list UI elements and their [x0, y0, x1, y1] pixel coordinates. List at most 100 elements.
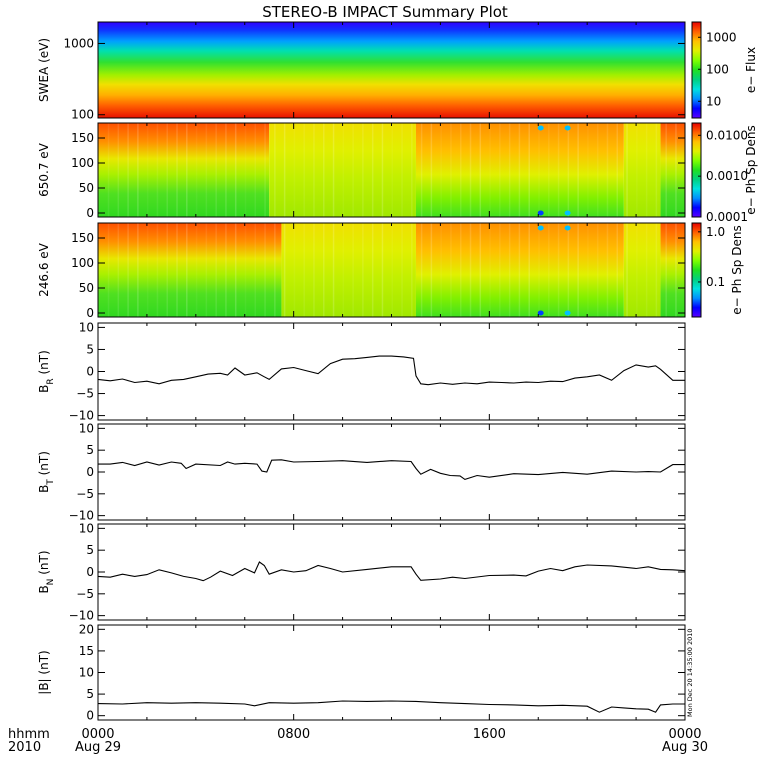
pad650-texture-stripe [342, 123, 345, 217]
plot-title: STEREO-B IMPACT Summary Plot [262, 3, 508, 21]
pad650-texture-stripe [440, 123, 442, 217]
swea-colorbar-tick-label: 100 [706, 62, 729, 76]
pad650-texture-stripe [264, 123, 266, 217]
bt-ytick-label: −10 [69, 509, 94, 523]
pad650-texture-stripe [352, 123, 354, 217]
pad246-texture-stripe [146, 223, 149, 317]
pad650-texture-stripe [665, 123, 667, 217]
pad246-texture-stripe [323, 223, 325, 317]
pad650-texture-stripe [645, 123, 648, 217]
panel-pad246: 0.1 1.0 e− Ph Sp Dens 0 50 100 150 246.6 eV [37, 222, 744, 320]
pad246-texture-stripe [117, 223, 120, 317]
pad246-texture-stripe [332, 223, 335, 317]
pad246-texture-stripe [577, 223, 579, 317]
pad650-texture-stripe [538, 123, 540, 217]
bmag-frame [97, 624, 686, 721]
pad246-texture-stripe [156, 223, 159, 317]
pad246-texture-stripe [313, 223, 315, 317]
pad650-texture-stripe [186, 123, 188, 217]
bn-series-line [97, 561, 686, 582]
x-row1-label: hhmm [8, 727, 50, 742]
bn-ytick-label: 5 [86, 543, 94, 557]
bn-ytick-label: 0 [86, 565, 94, 579]
pad650-ytick-label: 50 [79, 181, 94, 195]
pad246-texture-stripe [244, 223, 247, 317]
pad246-texture-stripe [420, 223, 423, 317]
pad650-texture-stripe [567, 123, 570, 217]
pad650-blob [537, 125, 544, 131]
pad246-texture-stripe [127, 223, 129, 317]
br-frame [97, 322, 686, 421]
pad650-heatmap [98, 123, 685, 217]
pad650-texture-stripe [499, 123, 501, 217]
swea-colorbar-label: e− Flux [744, 47, 758, 93]
pad650-texture-stripe [479, 123, 482, 217]
pad650-texture-stripe [528, 123, 530, 217]
pad246-texture-stripe [636, 223, 638, 317]
swea-heatmap [98, 22, 685, 118]
bt-frame [97, 423, 686, 521]
pad246-ytick-label: 150 [71, 231, 94, 245]
pad246-texture-stripe [606, 223, 609, 317]
pad246-texture-stripe [616, 223, 619, 317]
pad246-ytick-label: 100 [71, 256, 94, 270]
pad650-colorbar-tick-label: 0.0100 [706, 128, 748, 142]
bmag-ytick-label: 0 [86, 709, 94, 723]
pad650-texture-stripe [313, 123, 315, 217]
bmag-ytick-label: 20 [79, 622, 94, 636]
pad650-blob [537, 210, 544, 216]
bmag-ytick-label: 10 [79, 666, 94, 680]
pad650-texture-stripe [587, 123, 589, 217]
bn-ytick-label: 10 [79, 521, 94, 535]
pad650-segment [415, 123, 624, 217]
pad246-texture-stripe [587, 223, 589, 317]
pad650-colorbar-tick-label: 0.0001 [706, 210, 748, 224]
pad246-texture-stripe [596, 223, 599, 317]
pad650-texture-stripe [420, 123, 423, 217]
panel-swea: 10 100 1000 e− Flux 100 1000 SWEA (eV) [37, 21, 758, 122]
pad246-texture-stripe [489, 223, 491, 317]
pad650-texture-stripe [205, 123, 208, 217]
pad246-texture-stripe [186, 223, 188, 317]
pad246-texture-stripe [567, 223, 570, 317]
panel-br: −10 −5 0 5 10 BR (nT) [37, 320, 686, 423]
br-series-line [97, 355, 685, 386]
pad650-texture-stripe [332, 123, 335, 217]
bn-frame [97, 523, 686, 621]
pad650-ytick-label: 150 [71, 131, 94, 145]
pad650-texture-stripe [274, 123, 276, 217]
pad650-texture-stripe [469, 123, 472, 217]
pad650-texture-stripe [166, 123, 168, 217]
pad650-texture-stripe [293, 123, 296, 217]
swea-ytick-label: 1000 [63, 36, 94, 50]
swea-colorbar-tick-label: 1000 [706, 30, 737, 44]
pad246-texture-stripe [440, 223, 442, 317]
pad246-segment [623, 223, 661, 317]
panel-bmag: 0 5 10 15 20 |B| (nT) [37, 622, 686, 723]
pad650-texture-stripe [616, 123, 619, 217]
pad246-colorbar-tick-label: 0.1 [706, 275, 725, 289]
br-ytick-label: 0 [86, 365, 94, 379]
pad650-segment [98, 123, 270, 217]
pad650-texture-stripe [323, 123, 325, 217]
pad650-texture-stripe [215, 123, 217, 217]
pad650-texture-stripe [557, 123, 560, 217]
pad650-texture-stripe [596, 123, 599, 217]
swea-colorbar [691, 21, 702, 119]
pad650-texture-stripe [362, 123, 364, 217]
pad246-texture-stripe [518, 223, 521, 317]
pad246-colorbar [691, 222, 702, 318]
bt-ytick-label: 5 [86, 443, 94, 457]
pad650-ytick-label: 100 [71, 156, 94, 170]
x-tick-time: 0800 [277, 727, 310, 742]
pad246-texture-stripe [450, 223, 452, 317]
bt-series-line [98, 459, 685, 481]
bn-ylabel: BN (nT) [37, 550, 56, 593]
pad650-ytick-label: 0 [86, 206, 94, 220]
pad650-segment [660, 123, 685, 217]
pad246-texture-stripe [557, 223, 560, 317]
pad650-texture-stripe [577, 123, 579, 217]
pad650-colorbar-label: e− Ph Sp Dens [744, 125, 758, 214]
